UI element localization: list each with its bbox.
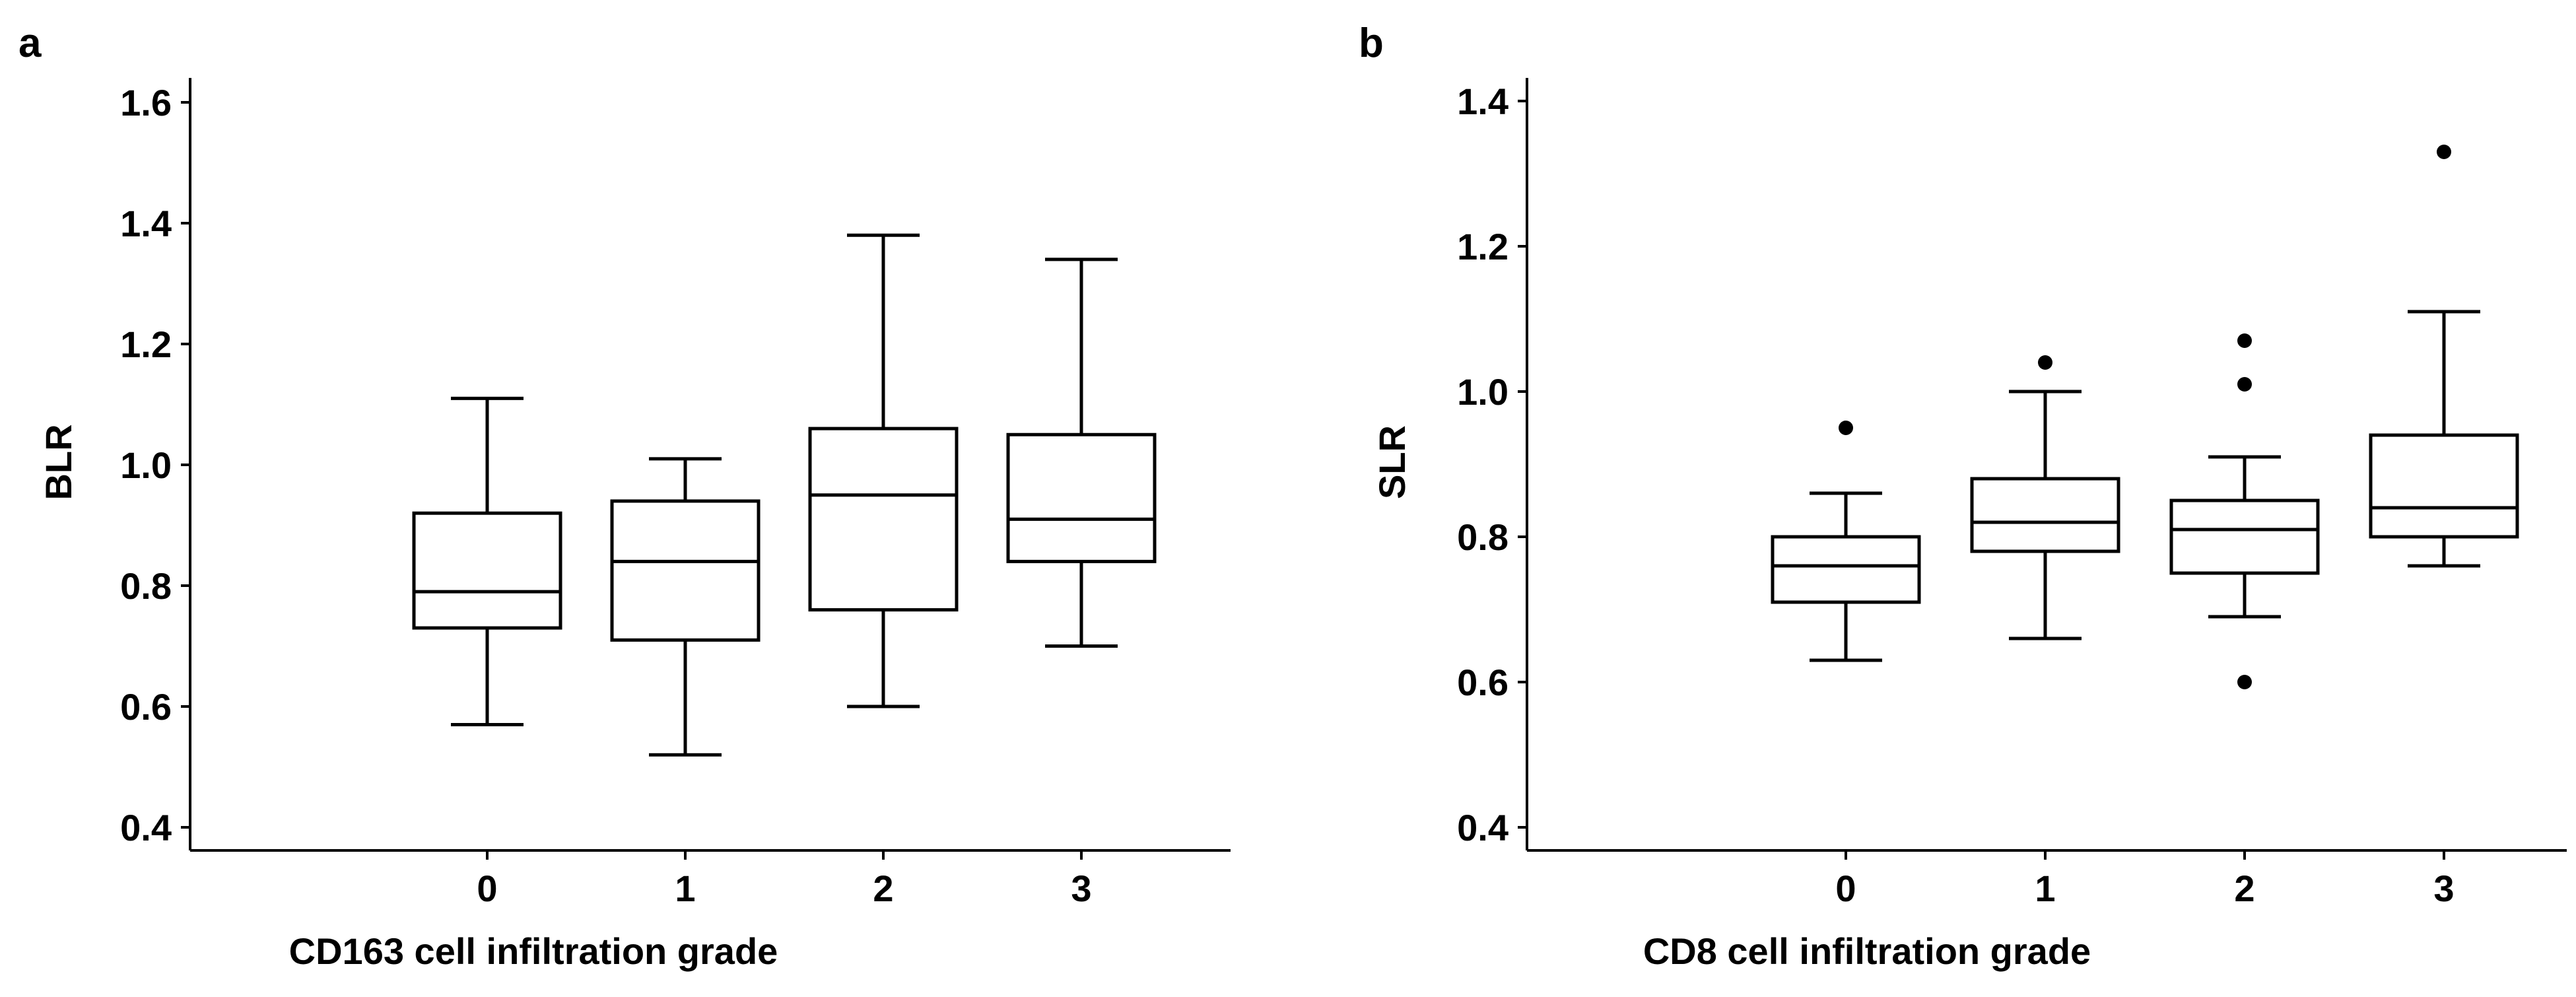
y-tick-label-a-0: 0.4 <box>120 807 172 848</box>
box-a-1 <box>610 457 761 757</box>
iqr-box <box>808 427 959 612</box>
panel-label-b: b <box>1359 20 1384 66</box>
y-tick-label-b-3: 1.0 <box>1457 371 1508 413</box>
y-tick-label-a-4: 1.2 <box>120 324 172 365</box>
chart-panel-a: a CD163 cell infiltration grade BLR 0.40… <box>18 20 1231 972</box>
y-tick-label-a-1: 0.6 <box>120 686 172 728</box>
y-tick-label-b-0: 0.4 <box>1457 807 1508 848</box>
x-tick-label-b-3: 3 <box>2433 868 2454 909</box>
x-tick-label-a-2: 2 <box>873 868 893 909</box>
iqr-box <box>2369 433 2519 539</box>
y-tick-label-b-1: 0.6 <box>1457 662 1508 703</box>
box-b-2 <box>2169 333 2320 689</box>
outlier-point-0 <box>2038 355 2052 370</box>
x-tick-label-b-2: 2 <box>2234 868 2254 909</box>
iqr-box <box>1771 535 1921 604</box>
iqr-box <box>412 511 562 630</box>
x-ticks-b: 0 1 2 3 <box>1835 850 2455 909</box>
x-tick-label-a-1: 1 <box>675 868 695 909</box>
outlier-point-0 <box>2437 145 2451 159</box>
x-axis-title-a: CD163 cell infiltration grade <box>289 930 778 972</box>
chart-panel-b: b CD8 cell infiltration grade SLR 0.4 0.6… <box>1359 20 2567 972</box>
iqr-box <box>610 499 761 642</box>
outlier-point-0 <box>1839 421 1853 435</box>
y-tick-label-a-6: 1.6 <box>120 82 172 123</box>
y-ticks-b: 0.4 0.6 0.8 1.0 1.2 1.4 <box>1457 81 1527 848</box>
y-tick-label-b-5: 1.4 <box>1457 81 1508 122</box>
y-ticks-a: 0.4 0.6 0.8 1.0 1.2 1.4 1.6 <box>120 82 190 848</box>
y-axis-title-b: SLR <box>1371 425 1413 499</box>
box-a-0 <box>412 396 562 726</box>
outlier-point-1 <box>2237 377 2252 392</box>
box-a-2 <box>808 233 959 708</box>
outlier-point-0 <box>2237 333 2252 348</box>
iqr-box <box>1970 477 2120 553</box>
x-tick-label-b-1: 1 <box>2035 868 2055 909</box>
x-tick-label-b-0: 0 <box>1835 868 1856 909</box>
y-tick-label-a-2: 0.8 <box>120 565 172 607</box>
boxes-a <box>412 233 1157 757</box>
box-a-3 <box>1006 258 1157 648</box>
outlier-point-2 <box>2237 675 2252 689</box>
box-b-1 <box>1970 355 2120 640</box>
x-ticks-a: 0 1 2 3 <box>477 850 1092 909</box>
boxes-b <box>1771 145 2519 689</box>
y-tick-label-b-4: 1.2 <box>1457 226 1508 267</box>
y-tick-label-a-5: 1.4 <box>120 203 172 244</box>
y-axis-title-a: BLR <box>38 424 79 500</box>
y-tick-label-b-2: 0.8 <box>1457 516 1508 558</box>
panel-label-a: a <box>18 20 42 66</box>
box-b-0 <box>1771 421 1921 662</box>
y-tick-label-a-3: 1.0 <box>120 444 172 486</box>
x-axis-title-b: CD8 cell infiltration grade <box>1643 930 2091 972</box>
iqr-box <box>2169 498 2320 575</box>
iqr-box <box>1006 432 1157 563</box>
x-tick-label-a-3: 3 <box>1071 868 1091 909</box>
x-tick-label-a-0: 0 <box>477 868 497 909</box>
box-b-3 <box>2369 145 2519 568</box>
